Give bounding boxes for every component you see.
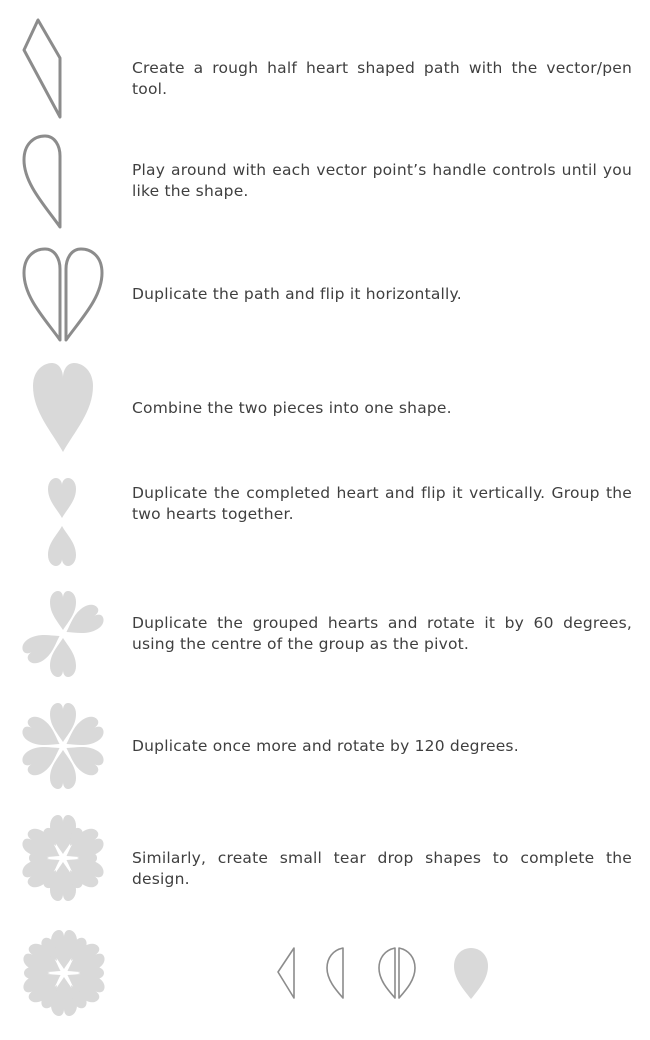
step-1-text: Create a rough half heart shaped path wi… [132, 59, 632, 98]
half-heart-curved-icon [22, 134, 62, 229]
teardrop-two-halves-icon [378, 947, 416, 999]
half-heart-rough-icon [22, 18, 62, 119]
rotated-hearts-icon [22, 591, 104, 677]
step-8-text: Similarly, create small tear drop shapes… [132, 849, 632, 888]
teardrop-half-curved-icon [326, 947, 344, 999]
step-5-text: Duplicate the completed heart and flip i… [132, 484, 632, 523]
step-6-text: Duplicate the grouped hearts and rotate … [132, 614, 632, 653]
two-half-hearts-icon [22, 247, 104, 342]
step-4-text: Combine the two pieces into one shape. [132, 399, 452, 417]
step-2-text: Play around with each vector point’s han… [132, 161, 632, 200]
final-flower-icon [23, 930, 105, 1016]
flower-with-teardrops-icon [22, 815, 104, 901]
six-heart-flower-icon [22, 703, 104, 789]
teardrop-solid-icon [454, 948, 488, 999]
solid-heart-icon [33, 363, 93, 452]
heart-pair-icon [48, 478, 76, 566]
teardrop-half-rough-icon [277, 947, 295, 999]
step-3-text: Duplicate the path and flip it horizonta… [132, 285, 462, 303]
step-7-text: Duplicate once more and rotate by 120 de… [132, 737, 519, 755]
